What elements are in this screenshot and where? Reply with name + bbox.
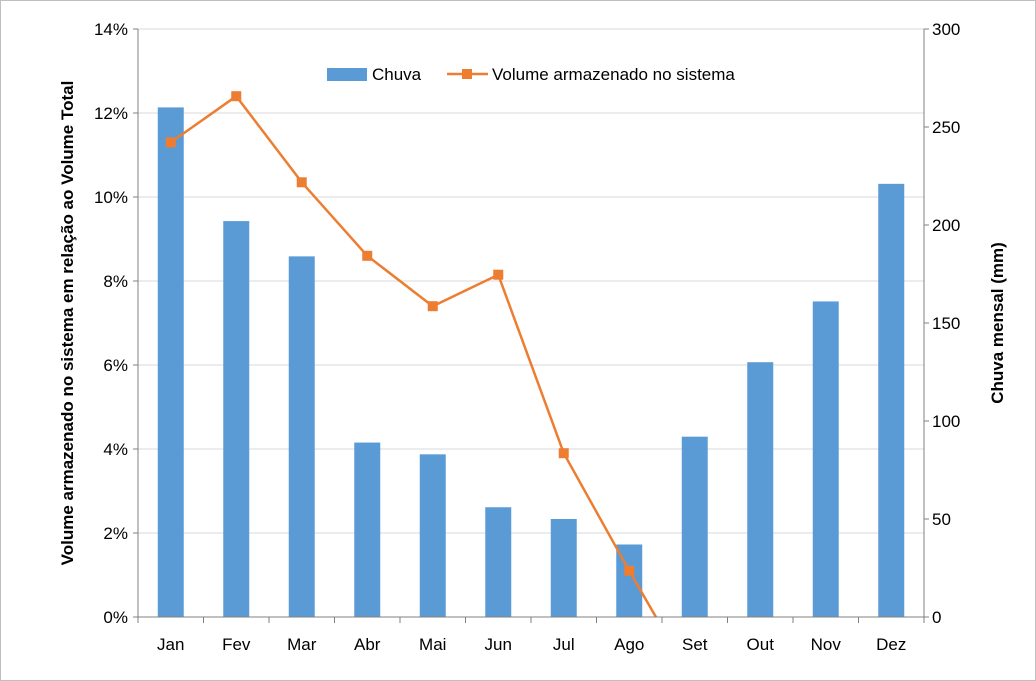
bar-jan	[157, 107, 184, 618]
rain-bars	[157, 107, 905, 618]
x-tick-label: Mar	[287, 635, 317, 654]
bar-abr	[354, 442, 381, 617]
legend-swatch-chuva	[327, 68, 367, 81]
x-tick-label: Nov	[811, 635, 842, 654]
volume-marker-ago	[624, 565, 635, 576]
axes	[137, 29, 925, 618]
left-tick-label: 8%	[103, 272, 128, 291]
bar-fev	[223, 221, 250, 617]
right-tick-label: 200	[932, 216, 960, 235]
x-tick-label: Abr	[354, 635, 381, 654]
x-tick-label: Jun	[485, 635, 512, 654]
bar-set	[681, 436, 708, 617]
right-tick-label: 150	[932, 314, 960, 333]
bar-jul	[550, 519, 577, 617]
right-axis-ticks: 0 50 100 150 200 250 300	[924, 20, 960, 627]
bar-mai	[419, 454, 446, 617]
volume-marker-mar	[296, 177, 307, 188]
legend-label-chuva: Chuva	[372, 65, 422, 84]
x-tick-label: Jan	[157, 635, 184, 654]
right-tick-label: 100	[932, 412, 960, 431]
left-axis-title: Volume armazenado no sistema em relação …	[58, 81, 77, 566]
left-tick-label: 10%	[94, 188, 128, 207]
right-tick-label: 300	[932, 20, 960, 39]
bar-jun	[485, 507, 512, 617]
left-axis-ticks: 0% 2% 4% 6% 8% 10% 12% 14%	[94, 20, 138, 627]
x-tick-label: Set	[682, 635, 708, 654]
volume-line-series	[165, 91, 658, 617]
volume-marker-jan	[165, 137, 176, 148]
x-axis-ticks: Jan Fev Mar Abr Mai Jun Jul Ago Set Out Nov Dez	[137, 617, 925, 654]
legend-label-volume: Volume armazenado no sistema	[492, 65, 735, 84]
x-tick-label: Mai	[419, 635, 446, 654]
left-tick-label: 2%	[103, 524, 128, 543]
bar-nov	[812, 301, 839, 617]
left-tick-label: 4%	[103, 440, 128, 459]
x-tick-label: Fev	[222, 635, 251, 654]
left-tick-label: 6%	[103, 356, 128, 375]
left-tick-label: 14%	[94, 20, 128, 39]
x-tick-label: Jul	[553, 635, 575, 654]
left-tick-label: 12%	[94, 104, 128, 123]
right-tick-label: 0	[932, 608, 941, 627]
right-tick-label: 250	[932, 118, 960, 137]
left-tick-label: 0%	[103, 608, 128, 627]
x-tick-label: Ago	[614, 635, 644, 654]
legend: Chuva Volume armazenado no sistema	[327, 65, 735, 84]
right-axis-title: Chuva mensal (mm)	[988, 242, 1007, 404]
volume-marker-mai	[427, 301, 438, 312]
volume-marker-jul	[558, 448, 569, 459]
volume-marker-fev	[231, 91, 242, 102]
gridlines	[138, 28, 924, 534]
right-tick-label: 50	[932, 510, 951, 529]
volume-marker-jun	[493, 269, 504, 280]
bar-mar	[288, 256, 315, 617]
x-tick-label: Dez	[876, 635, 906, 654]
x-tick-label: Out	[747, 635, 775, 654]
volume-marker-abr	[362, 250, 373, 261]
bar-out	[747, 362, 774, 617]
bar-dez	[878, 183, 905, 617]
legend-marker-volume	[462, 69, 472, 79]
